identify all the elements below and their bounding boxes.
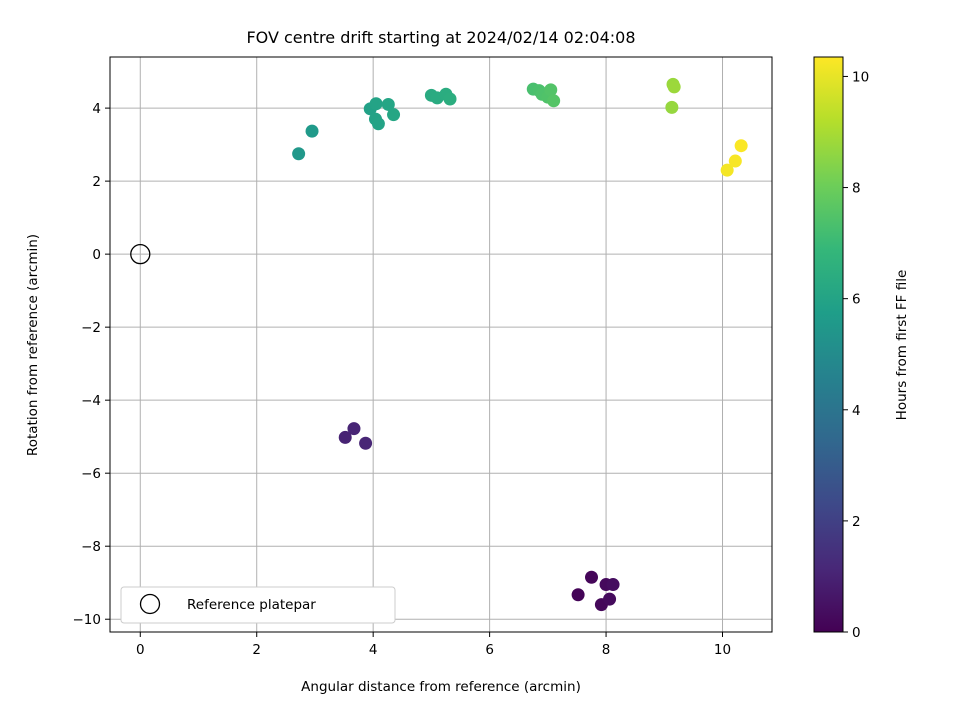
x-tick-label: 2 (252, 642, 261, 658)
data-point (359, 436, 373, 450)
data-point (544, 83, 558, 97)
colorbar-tick-label: 0 (852, 625, 861, 641)
y-tick-label: 2 (92, 174, 101, 190)
data-point (603, 592, 617, 606)
colorbar-ticks: 0 2 4 6 8 10 (843, 69, 869, 641)
data-point (443, 92, 457, 106)
y-axis-label: Rotation from reference (arcmin) (25, 234, 41, 456)
data-point (547, 94, 561, 108)
x-axis-ticks: 0 2 4 6 8 10 (136, 632, 731, 658)
colorbar-tick-label: 4 (852, 403, 861, 419)
legend-entry: Reference platepar (187, 597, 316, 613)
y-tick-label: −8 (81, 539, 101, 555)
x-tick-label: 4 (369, 642, 378, 658)
colorbar-tick-label: 8 (852, 181, 861, 197)
y-tick-label: 4 (92, 101, 101, 117)
plot-area-frame (109, 56, 773, 633)
y-tick-label: −10 (73, 612, 102, 628)
data-point (338, 430, 352, 444)
colorbar-tick-label: 6 (852, 292, 861, 308)
y-tick-label: −6 (81, 466, 101, 482)
data-point (347, 422, 361, 436)
x-tick-label: 10 (714, 642, 731, 658)
chart-title: FOV centre drift starting at 2024/02/14 … (246, 28, 635, 47)
y-axis-ticks: −10 −8 −6 −4 −2 0 2 4 (73, 101, 110, 628)
data-point (387, 108, 401, 122)
y-tick-label: 0 (92, 247, 101, 263)
reference-marker (130, 243, 151, 265)
data-point (665, 100, 679, 114)
data-points (292, 77, 748, 612)
y-tick-label: −2 (81, 320, 101, 336)
legend-box (120, 586, 396, 624)
x-axis-label: Angular distance from reference (arcmin) (301, 679, 581, 695)
x-tick-label: 6 (485, 642, 494, 658)
legend-marker (139, 593, 161, 615)
data-point (292, 147, 306, 161)
x-tick-label: 8 (602, 642, 611, 658)
data-point (305, 124, 319, 138)
y-tick-label: −4 (81, 393, 101, 409)
reference-point (130, 243, 151, 265)
data-point (585, 570, 599, 584)
colorbar-tick-label: 10 (852, 69, 869, 85)
data-point (381, 97, 395, 111)
data-point (606, 578, 620, 592)
colorbar-label: Hours from first FF file (894, 270, 910, 421)
data-point (571, 588, 585, 602)
data-point (734, 139, 748, 153)
data-point (728, 154, 742, 168)
legend: Reference platepar (120, 586, 396, 624)
colorbar (813, 56, 844, 633)
colorbar-tick-label: 2 (852, 514, 861, 530)
data-point (369, 97, 383, 111)
data-point (667, 80, 681, 94)
data-point (720, 163, 734, 177)
data-point (371, 117, 385, 131)
x-tick-label: 0 (136, 642, 145, 658)
grid (110, 57, 772, 632)
